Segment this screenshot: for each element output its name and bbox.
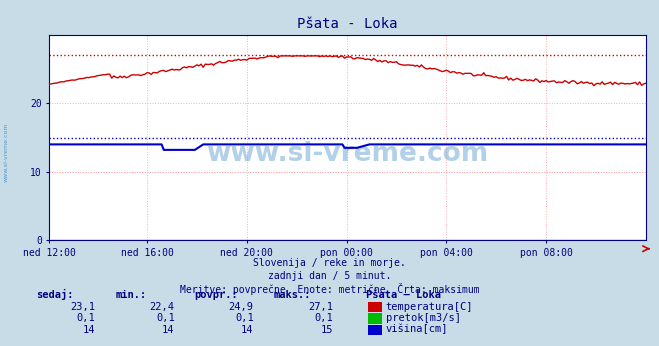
Text: 24,9: 24,9 [229,302,254,312]
Text: maks.:: maks.: [273,290,311,300]
Text: temperatura[C]: temperatura[C] [386,302,473,312]
Text: 14: 14 [83,325,96,335]
Text: Pšata – Loka: Pšata – Loka [366,290,441,300]
Text: 14: 14 [241,325,254,335]
Text: 0,1: 0,1 [156,313,175,323]
Text: 0,1: 0,1 [235,313,254,323]
Text: višina[cm]: višina[cm] [386,324,448,335]
Text: 22,4: 22,4 [150,302,175,312]
Title: Pšata - Loka: Pšata - Loka [297,17,398,31]
Text: Meritve: povprečne  Enote: metrične  Črta: maksimum: Meritve: povprečne Enote: metrične Črta:… [180,283,479,295]
Text: 0,1: 0,1 [77,313,96,323]
Text: Slovenija / reke in morje.: Slovenija / reke in morje. [253,258,406,268]
Text: zadnji dan / 5 minut.: zadnji dan / 5 minut. [268,271,391,281]
Text: povpr.:: povpr.: [194,290,238,300]
Text: 23,1: 23,1 [71,302,96,312]
Text: 0,1: 0,1 [314,313,333,323]
Text: 15: 15 [320,325,333,335]
Text: 27,1: 27,1 [308,302,333,312]
Text: www.si-vreme.com: www.si-vreme.com [206,141,489,167]
Text: pretok[m3/s]: pretok[m3/s] [386,313,461,323]
Text: min.:: min.: [115,290,146,300]
Text: sedaj:: sedaj: [36,289,74,300]
Text: 14: 14 [162,325,175,335]
Text: www.si-vreme.com: www.si-vreme.com [4,122,9,182]
